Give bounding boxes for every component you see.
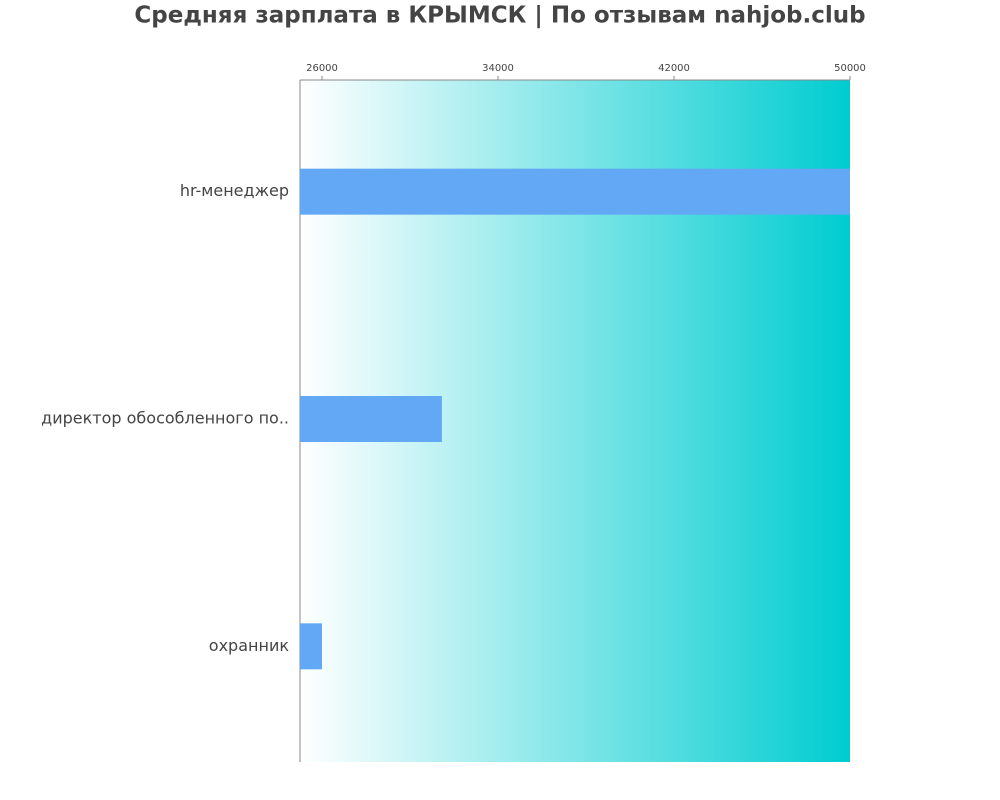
chart-title: Средняя зарплата в КРЫМСК | По отзывам n… — [134, 3, 865, 29]
y-tick-label: охранник — [209, 636, 290, 655]
x-tick-label: 34000 — [482, 63, 514, 74]
x-tick-label: 42000 — [658, 63, 690, 74]
x-tick-label: 50000 — [834, 63, 866, 74]
bar — [300, 396, 442, 442]
bar — [300, 168, 850, 215]
y-tick-label: директор обособленного по.. — [41, 409, 289, 428]
y-tick-label: hr-менеджер — [180, 181, 289, 200]
x-tick-label: 26000 — [306, 63, 338, 74]
bar — [300, 623, 322, 670]
